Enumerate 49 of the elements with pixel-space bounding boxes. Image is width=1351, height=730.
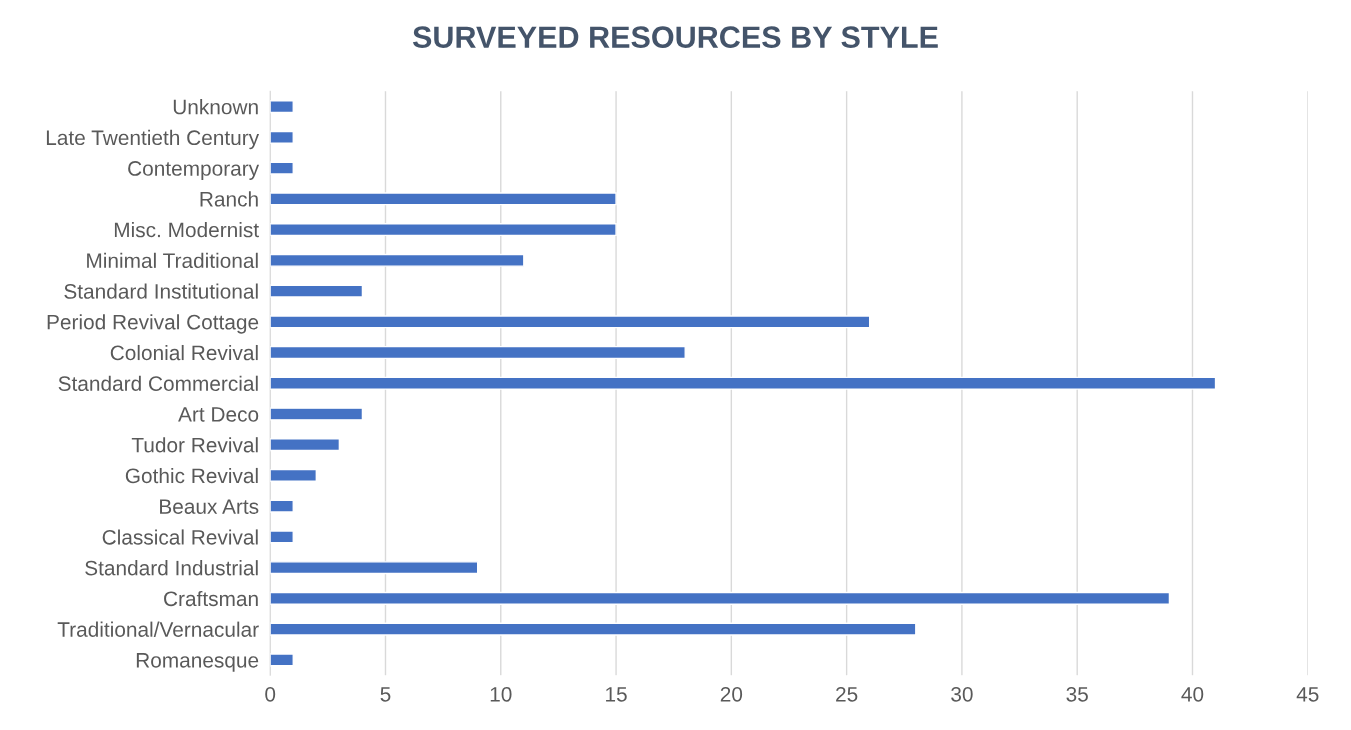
bar [270,407,364,421]
bar [270,284,364,298]
y-tick-label: Period Revival Cottage [47,314,259,334]
y-tick-label: Art Deco [178,407,259,422]
x-tick-label: 15 [606,687,627,702]
y-tick-label: Colonial Revival [110,344,258,361]
bar [270,468,318,482]
y-tick-label: Standard Commercial [58,375,258,391]
y-tick-label: Ranch [200,191,258,207]
bar [270,438,341,452]
bar [270,100,294,114]
y-tick-label: Unknown [173,99,258,115]
x-tick-label: 10 [490,686,512,702]
x-tick-label: 25 [836,686,858,702]
y-tick-label: Beaux Arts [160,499,259,514]
y-tick-label: Traditional/Vernacular [57,621,259,637]
y-tick-label: Contemporary [128,161,260,180]
x-tick-label: 35 [1066,686,1088,702]
x-tick-label: 5 [380,687,391,702]
bar [270,315,871,329]
bar [270,192,617,206]
bar [270,130,294,144]
y-tick-label: Late Twentieth Century [46,129,260,150]
bar [270,376,1217,390]
y-tick-label: Classical Revival [102,529,258,545]
x-tick-label: 40 [1181,686,1204,702]
y-tick-label: Minimal Traditional [87,252,258,269]
y-tick-label: Craftsman [164,590,258,607]
bar [270,253,525,267]
y-tick-label: Romanesque [136,653,259,672]
y-tick-label: Gothic Revival [125,467,258,484]
y-tick-label: Misc. Modernist [114,222,259,238]
y-tick-label: Standard Industrial [85,560,258,576]
x-tick-label: 30 [951,686,973,702]
x-tick-label: 0 [265,686,276,702]
chart-title: SURVEYED RESOURCES BY STYLE [412,26,938,48]
x-tick-label: 20 [720,686,743,702]
bar [270,345,686,360]
bar [270,653,294,667]
bar [270,561,479,575]
x-tick-label: 45 [1296,687,1319,702]
bar [270,591,1171,605]
bar [270,223,617,237]
bar [270,530,294,544]
y-tick-label: Standard Institutional [64,283,258,299]
bar [270,499,294,513]
bar [270,622,917,636]
bar [270,161,294,175]
y-tick-label: Tudor Revival [131,437,258,453]
